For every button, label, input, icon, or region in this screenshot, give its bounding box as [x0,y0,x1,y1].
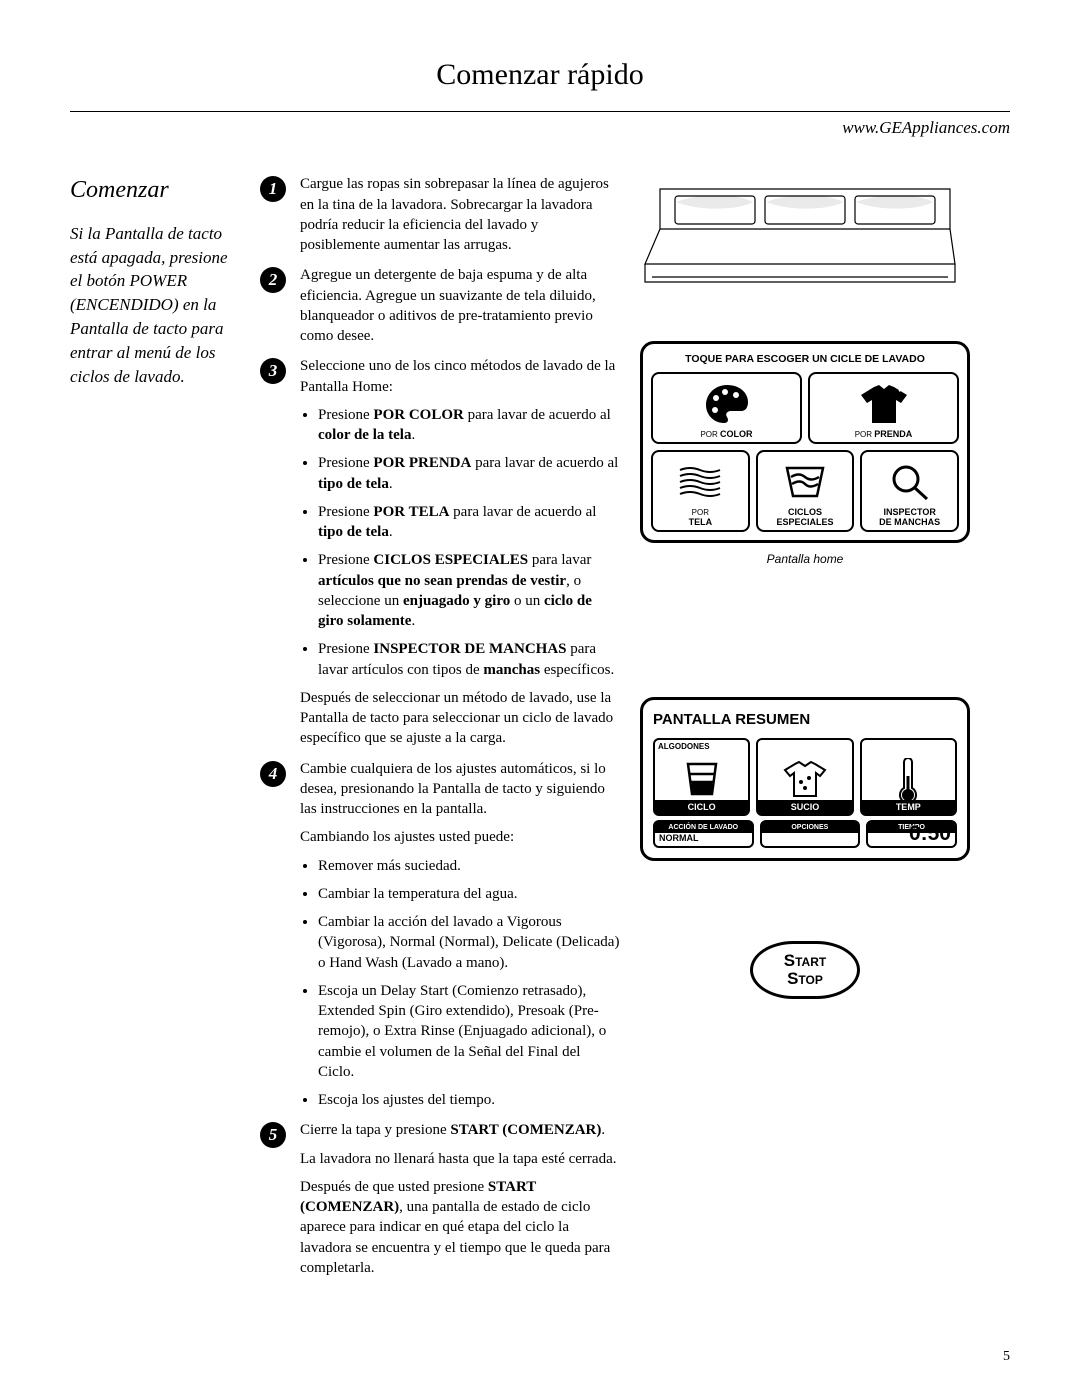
magnifier-icon [864,458,955,506]
list-item: Escoja los ajustes del tiempo. [318,1090,620,1110]
step-number-icon: 3 [260,358,286,384]
header-url: www.GEAppliances.com [70,117,1010,140]
step-5-p3: Después de que usted presione START (COM… [300,1177,620,1278]
home-screen-panel: TOQUE PARA ESCOGER UN CICLE DE LAVADO PO… [640,341,970,543]
basket-icon [682,758,722,804]
home-panel-caption: Pantalla home [640,551,970,567]
stop-label: Stop [753,970,857,988]
page-title: Comenzar rápido [70,55,1010,96]
summary-screen-panel: PANTALLA RESUMEN ALGODONES CICLO SUCIO [640,697,970,861]
step-3-list: Presione POR COLOR para lavar de acuerdo… [300,405,620,680]
shirt-dirty-icon [783,758,827,806]
summary-bar-label: OPCIONES [762,822,859,833]
step-3-intro: Seleccione uno de los cinco métodos de l… [300,356,620,397]
step-number-icon: 5 [260,1122,286,1148]
list-item: Cambiar la acción del lavado a Vigorous … [318,912,620,973]
palette-icon [655,380,798,428]
list-item: Remover más suciedad. [318,856,620,876]
home-option-por-color[interactable]: POR COLOR [651,372,802,444]
summary-cell-ciclo[interactable]: ALGODONES CICLO [653,738,750,816]
list-item: Presione INSPECTOR DE MANCHAS para lavar… [318,639,620,680]
step-5-p2: La lavadora no llenará hasta que la tapa… [300,1149,620,1169]
summary-cell-bottom-label: SUCIO [758,800,851,814]
shirt-icon [812,380,955,428]
home-option-por-tela[interactable]: PORTELA [651,450,750,532]
list-item: Cambiar la temperatura del agua. [318,884,620,904]
home-panel-header: TOQUE PARA ESCOGER UN CICLE DE LAVADO [651,352,959,366]
step-5-p1: Cierre la tapa y presione START (COMENZA… [300,1120,620,1140]
summary-cell-temp[interactable]: TEMP [860,738,957,816]
list-item: Escoja un Delay Start (Comienzo retrasad… [318,981,620,1082]
summary-title: PANTALLA RESUMEN [653,710,957,730]
step-4-list: Remover más suciedad. Cambiar la tempera… [300,856,620,1111]
left-column: Comenzar Si la Pantalla de tacto está ap… [70,174,240,1288]
home-option-ciclos-especiales[interactable]: CICLOSESPECIALES [756,450,855,532]
step-number-icon: 1 [260,176,286,202]
summary-bar-label: ACCIÓN DE LAVADO [655,822,752,833]
steps-column: 1 Cargue las ropas sin sobrepasar la lín… [260,174,620,1288]
step-4-p2: Cambiando los ajustes usted puede: [300,827,620,847]
start-label: Start [753,952,857,970]
summary-cell-top-label: ALGODONES [658,742,710,753]
summary-cell-sucio[interactable]: SUCIO [756,738,853,816]
step-3-after: Después de seleccionar un método de lava… [300,688,620,749]
home-option-por-prenda[interactable]: POR PRENDA [808,372,959,444]
summary-cell-bottom-label: TEMP [862,800,955,814]
summary-bar-opciones[interactable]: OPCIONES [760,820,861,848]
step-3: 3 Seleccione uno de los cinco métodos de… [260,356,620,748]
step-number-icon: 2 [260,267,286,293]
left-intro-text: Si la Pantalla de tacto está apagada, pr… [70,222,240,389]
page-number: 5 [1003,1348,1010,1367]
home-option-inspector-manchas[interactable]: INSPECTORDE MANCHAS [860,450,959,532]
step-4-p1: Cambie cualquiera de los ajustes automát… [300,759,620,820]
header-rule [70,111,1010,112]
special-cycle-icon [760,458,851,506]
step-4: 4 Cambie cualquiera de los ajustes autom… [260,759,620,1111]
washer-drawer-illustration [640,174,970,310]
fabric-icon [655,458,746,506]
section-heading: Comenzar [70,174,240,206]
step-2-text: Agregue un detergente de baja espuma y d… [300,265,620,346]
right-column: TOQUE PARA ESCOGER UN CICLE DE LAVADO PO… [640,174,970,1288]
step-1-text: Cargue las ropas sin sobrepasar la línea… [300,174,620,255]
step-2: 2 Agregue un detergente de baja espuma y… [260,265,620,346]
summary-bar-accion[interactable]: ACCIÓN DE LAVADO NORMAL [653,820,754,848]
summary-cell-bottom-label: CICLO [655,800,748,814]
step-number-icon: 4 [260,761,286,787]
step-1: 1 Cargue las ropas sin sobrepasar la lín… [260,174,620,255]
start-stop-button[interactable]: Start Stop [750,941,860,999]
step-5: 5 Cierre la tapa y presione START (COMEN… [260,1120,620,1278]
list-item: Presione CICLOS ESPECIALES para lavar ar… [318,550,620,631]
summary-time-value: 0:50 [909,820,951,848]
summary-bar-value: NORMAL [655,832,699,846]
list-item: Presione POR TELA para lavar de acuerdo … [318,502,620,543]
summary-bar-tiempo[interactable]: TIEMPO 0:50 [866,820,957,848]
list-item: Presione POR PRENDA para lavar de acuerd… [318,453,620,494]
list-item: Presione POR COLOR para lavar de acuerdo… [318,405,620,446]
